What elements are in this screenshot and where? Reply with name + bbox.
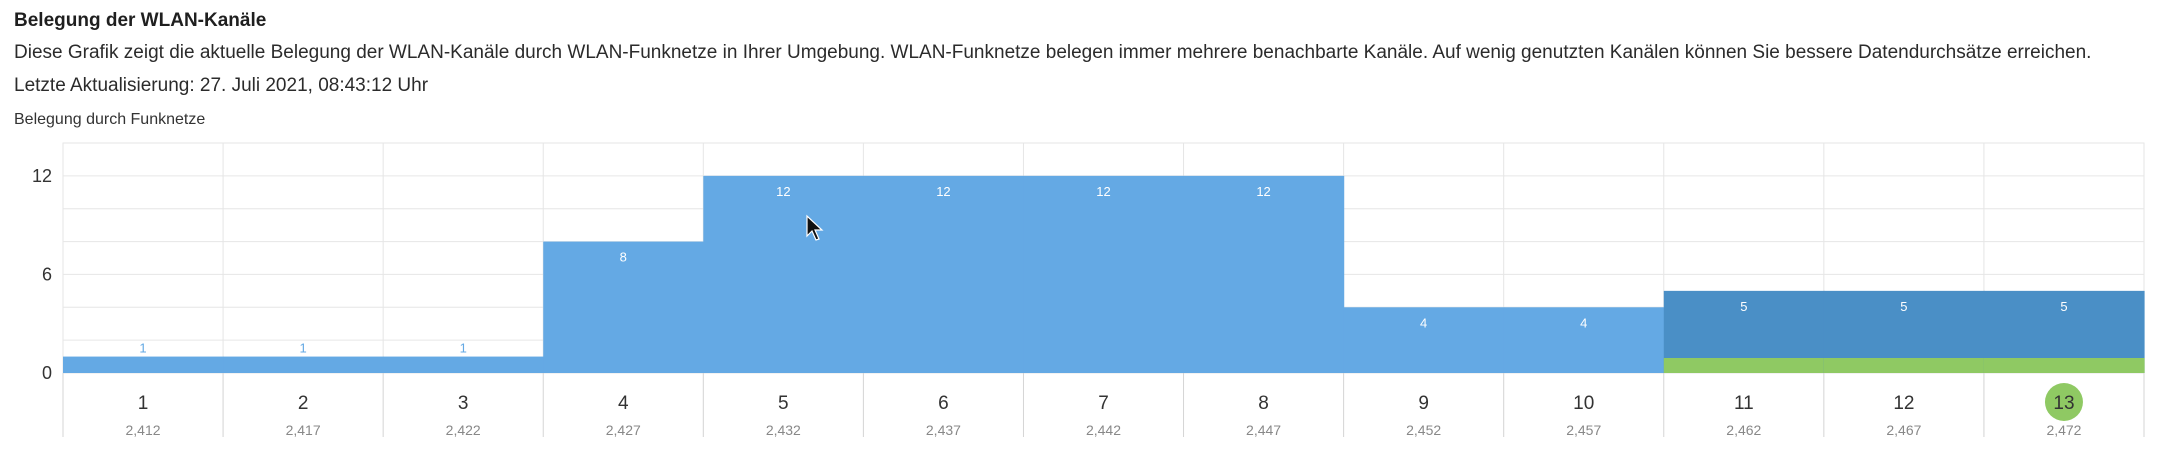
frequency-label: 2,462 <box>1726 422 1761 438</box>
data-label: 5 <box>1740 299 1747 314</box>
data-label: 12 <box>1256 184 1270 199</box>
frequency-label: 2,437 <box>926 422 961 438</box>
data-label: 4 <box>1580 315 1587 330</box>
channel-label: 11 <box>1734 393 1754 414</box>
channel-label: 1 <box>138 393 149 414</box>
channel-label: 7 <box>1098 393 1109 414</box>
bar-channel-7 <box>1023 175 1185 373</box>
data-label: 1 <box>299 341 306 356</box>
bar-channel-10 <box>1503 307 1665 373</box>
data-label: 12 <box>776 184 790 199</box>
data-label: 1 <box>139 341 146 356</box>
frequency-label: 2,427 <box>606 422 641 438</box>
last-update-text: Letzte Aktualisierung: 27. Juli 2021, 08… <box>14 75 429 96</box>
bar-channel-9 <box>1343 307 1505 373</box>
bar-channel-3 <box>383 356 544 373</box>
chart-caption: Belegung durch Funknetze <box>14 111 206 128</box>
bar-channel-8 <box>1183 175 1345 373</box>
data-label: 1 <box>460 341 467 356</box>
y-tick-label: 12 <box>32 166 52 186</box>
y-tick-label: 0 <box>42 363 52 383</box>
frequency-label: 2,422 <box>446 422 481 438</box>
data-label: 8 <box>620 250 627 265</box>
page-description: Diese Grafik zeigt die aktuelle Belegung… <box>14 42 2092 63</box>
selected-channel-marker <box>2044 383 2083 421</box>
bar-channel-1 <box>63 356 224 373</box>
channel-label: 8 <box>1258 393 1269 414</box>
frequency-label: 2,457 <box>1566 422 1601 438</box>
frequency-label: 2,447 <box>1246 422 1281 438</box>
channel-label: 6 <box>938 393 949 414</box>
bar-channel-5 <box>703 175 864 373</box>
frequency-label: 2,412 <box>126 422 161 438</box>
bar-channel-2 <box>223 356 384 373</box>
channel-label: 9 <box>1418 393 1429 414</box>
channel-label: 13 <box>2053 393 2074 414</box>
frequency-label: 2,452 <box>1406 422 1441 438</box>
channel-label: 12 <box>1893 393 1914 414</box>
own-network-band <box>1983 358 2145 373</box>
y-tick-label: 6 <box>42 264 52 284</box>
data-label: 12 <box>1096 184 1110 199</box>
data-label: 4 <box>1420 315 1427 330</box>
frequency-label: 2,432 <box>766 422 801 438</box>
channel-label: 4 <box>618 393 629 414</box>
channel-label: 3 <box>458 393 469 414</box>
frequency-label: 2,442 <box>1086 422 1121 438</box>
bar-channel-6 <box>863 175 1025 373</box>
own-network-band <box>1823 358 1985 373</box>
data-label: 12 <box>936 184 950 199</box>
channel-label: 2 <box>298 393 309 414</box>
data-label: 5 <box>1900 299 1907 314</box>
bar-channel-4 <box>543 241 704 373</box>
frequency-label: 2,472 <box>2046 422 2081 438</box>
own-network-band <box>1663 358 1825 373</box>
channel-label: 10 <box>1573 393 1594 414</box>
page-title: Belegung der WLAN-Kanäle <box>14 10 267 31</box>
data-label: 5 <box>2060 299 2067 314</box>
frequency-label: 2,417 <box>286 422 321 438</box>
frequency-label: 2,467 <box>1886 422 1921 438</box>
channel-label: 5 <box>778 393 789 414</box>
